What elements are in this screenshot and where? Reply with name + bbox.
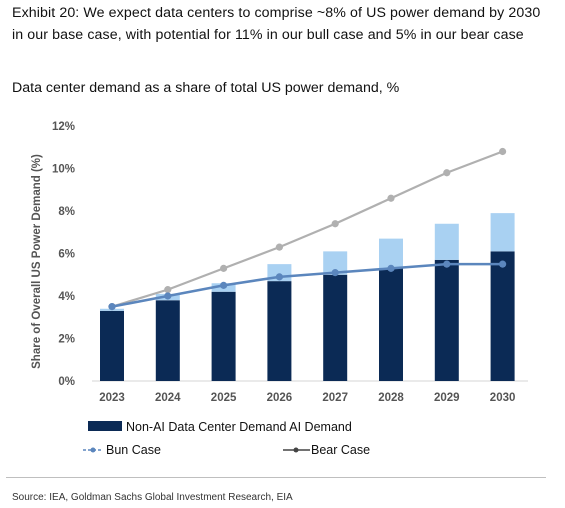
bar-ai [379, 238, 403, 269]
legend-bear-label: Bear Case [311, 443, 370, 457]
x-tick-label: 2029 [434, 392, 460, 404]
y-tick-label: 2% [58, 334, 75, 346]
x-tick-label: 2030 [490, 392, 516, 404]
bear-case-point [108, 303, 116, 311]
source-note: Source: IEA, Goldman Sachs Global Invest… [12, 492, 293, 503]
bar-ai [323, 251, 348, 275]
bear-case-point [275, 273, 283, 281]
bar-ai [434, 223, 459, 260]
x-tick-label: 2024 [155, 392, 181, 404]
x-tick-label: 2023 [99, 392, 125, 404]
bull-case-point [275, 243, 283, 251]
bar-non-ai [100, 310, 124, 381]
bar-ai [490, 213, 515, 252]
lines [108, 147, 507, 311]
y-tick-label: 0% [58, 376, 75, 388]
bear-case-point [387, 264, 395, 272]
bear-case-point [443, 260, 451, 268]
y-axis-label: Share of Overall US Power Demand (%) [31, 154, 43, 369]
chart-subtitle: Data center demand as a share of total U… [12, 80, 400, 96]
bear-case-point [220, 281, 228, 289]
legend-non-ai-swatch [88, 421, 122, 431]
bar-non-ai [155, 300, 180, 381]
bar-non-ai [267, 281, 292, 381]
x-axis: 2023 2024 2025 2026 2027 2028 2029 2030 [99, 392, 515, 404]
bull-case-point [220, 264, 228, 272]
bar-non-ai [379, 268, 403, 381]
y-tick-label: 8% [58, 206, 75, 218]
bear-case-point [499, 260, 507, 268]
bull-case-line [111, 150, 503, 308]
legend-bear-marker [293, 447, 299, 453]
y-tick-label: 4% [58, 291, 75, 303]
bar-non-ai [211, 291, 236, 381]
legend-bars-label: Non-AI Data Center Demand AI Demand [126, 420, 352, 434]
divider [6, 477, 546, 478]
chart-title: Exhibit 20: We expect data centers to co… [12, 5, 541, 43]
bull-case-point [387, 194, 395, 202]
x-tick-label: 2028 [378, 392, 404, 404]
legend-bull-label: Bun Case [106, 443, 161, 457]
bull-case-point [164, 286, 172, 294]
y-tick-label: 10% [52, 164, 75, 176]
bars [100, 213, 515, 381]
legend: Non-AI Data Center Demand AI Demand Bun … [83, 420, 370, 457]
bull-case-point [443, 169, 451, 177]
bear-case-point [331, 269, 339, 277]
x-tick-label: 2026 [267, 392, 293, 404]
legend-bull-marker [90, 447, 96, 453]
bar-non-ai [323, 274, 348, 381]
bar-non-ai [490, 251, 515, 381]
bull-case-point [499, 147, 507, 156]
bear-case-line [111, 262, 503, 308]
y-tick-label: 12% [52, 121, 75, 133]
bear-case-point [164, 292, 172, 300]
x-tick-label: 2027 [322, 392, 348, 404]
y-tick-label: 6% [58, 249, 75, 261]
bull-case-point [331, 220, 339, 228]
x-tick-label: 2025 [211, 392, 237, 404]
bar-non-ai [434, 259, 459, 381]
